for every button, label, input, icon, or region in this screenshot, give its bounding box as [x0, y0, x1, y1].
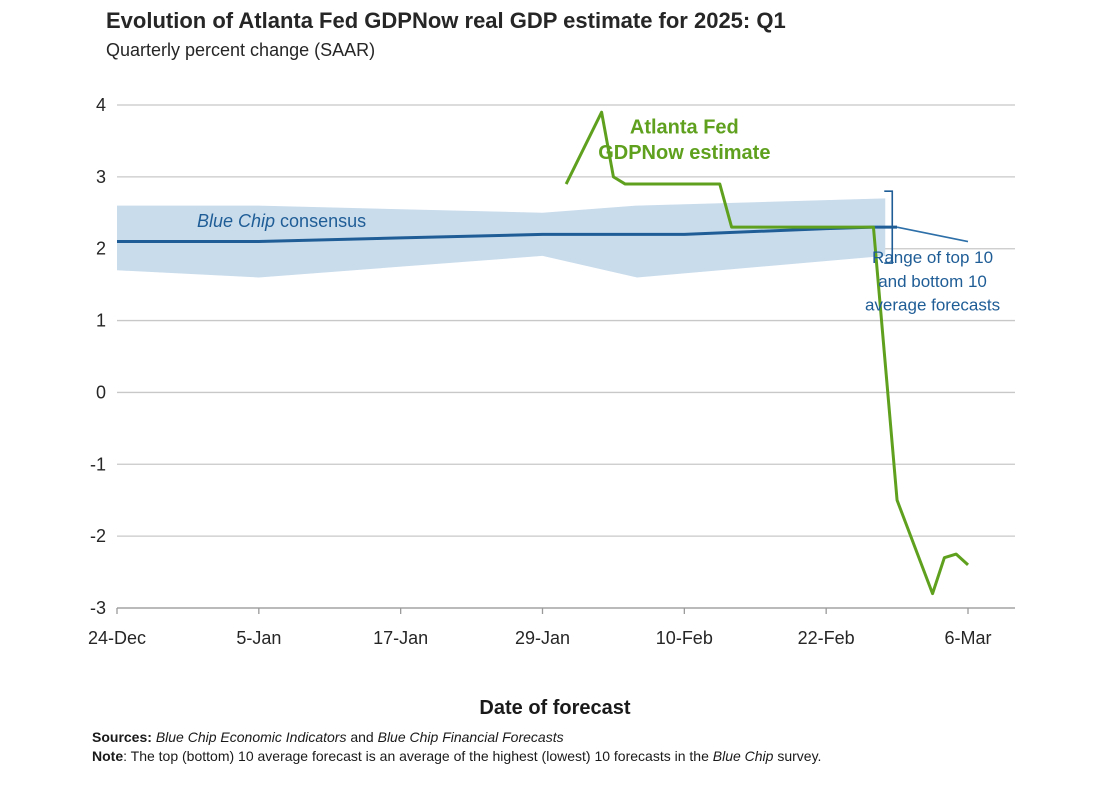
annotation-label: average forecasts [865, 296, 1000, 315]
annotation-label: GDPNow estimate [598, 142, 770, 164]
range-band-area [117, 198, 886, 278]
grid-lines [117, 104, 1015, 609]
x-tick-label: 22-Feb [798, 628, 855, 648]
y-tick-label: 4 [96, 95, 106, 115]
y-tick-label: 0 [96, 382, 106, 402]
note-label: Note [92, 748, 124, 764]
sources-line: Sources: Blue Chip Economic Indicators a… [92, 728, 1012, 747]
chart-subtitle: Quarterly percent change (SAAR) [106, 40, 376, 60]
y-tick-label: 1 [96, 311, 106, 331]
y-tick-label: -3 [90, 598, 106, 618]
y-tick-label: -2 [90, 526, 106, 546]
x-tick-label: 17-Jan [373, 628, 428, 648]
annotation-italic: Blue Chip [197, 211, 275, 231]
sources-text-b: Blue Chip Financial Forecasts [377, 729, 564, 745]
series-line-blue-chip-tail [896, 226, 969, 243]
x-tick-label: 24-Dec [88, 628, 146, 648]
x-tick-label: 29-Jan [515, 628, 570, 648]
annotation-label: Blue Chip consensus [197, 211, 366, 231]
x-tick-label: 10-Feb [656, 628, 713, 648]
x-tick-label: 6-Mar [944, 628, 991, 648]
annotation-rest: consensus [275, 211, 366, 231]
y-tick-label: 3 [96, 167, 106, 187]
y-tick-label: 2 [96, 239, 106, 259]
y-tick-label: -1 [90, 454, 106, 474]
chart-title: Evolution of Atlanta Fed GDPNow real GDP… [106, 8, 786, 33]
x-tick-label: 5-Jan [236, 628, 281, 648]
annotation-label: Range of top 10 [872, 248, 993, 267]
x-axis-label: Date of forecast [479, 697, 631, 719]
note-line: Note: The top (bottom) 10 average foreca… [92, 747, 1012, 766]
annotation-label: and bottom 10 [878, 272, 987, 291]
x-axis [116, 607, 1015, 614]
footer-notes: Sources: Blue Chip Economic Indicators a… [92, 728, 1012, 766]
annotation-label: Atlanta Fed [630, 117, 739, 139]
annotations: Atlanta Fed GDPNow estimate Blue Chip cons… [197, 117, 1000, 315]
note-text-b: Blue Chip [712, 748, 774, 764]
series-lines [117, 110, 970, 596]
sources-label: Sources: [92, 729, 152, 745]
tick-labels: 4 3 2 1 0 -1 -2 -3 24-Dec 5-Jan 17-Jan 29-Jan 10-Feb… [88, 95, 992, 648]
sources-text-a: Blue Chip Economic Indicators [155, 729, 347, 745]
note-text-a: : The top (bottom) 10 average forecast i… [123, 748, 713, 764]
note-text-c: survey. [773, 748, 822, 764]
series-line-gdpnow [564, 110, 970, 596]
sources-and: and [346, 729, 378, 745]
chart-plot: Atlanta Fed GDPNow estimate Blue Chip cons… [88, 95, 1015, 648]
